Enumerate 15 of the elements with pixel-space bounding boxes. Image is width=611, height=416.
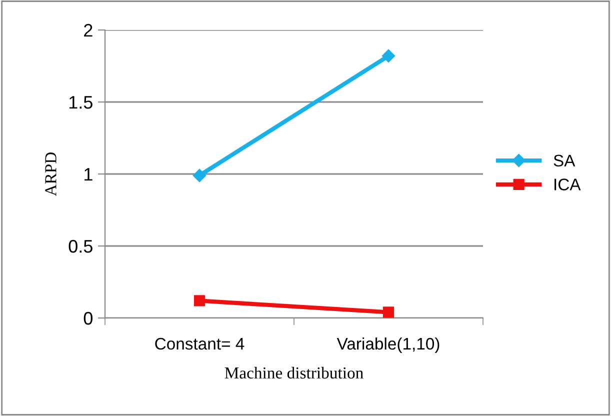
y-tick-label: 0	[84, 312, 92, 325]
point	[194, 295, 206, 306]
y-tick-label: 1.5	[69, 96, 92, 109]
legend-label: SA	[554, 154, 576, 167]
point	[382, 306, 394, 318]
x-tick-label: Variable(1,10)	[336, 337, 440, 353]
point	[192, 168, 206, 182]
legend-label: ICA	[554, 178, 581, 190]
x-axis-title: Machine distribution	[224, 366, 364, 379]
y-tick-label: 2	[84, 24, 92, 37]
point	[382, 49, 396, 63]
y-tick-label: 0.5	[68, 240, 92, 253]
y-axis-title: ARPD	[45, 152, 56, 196]
y-tick-label: 1	[84, 168, 92, 181]
x-tick-label: Constant= 4	[155, 338, 244, 350]
